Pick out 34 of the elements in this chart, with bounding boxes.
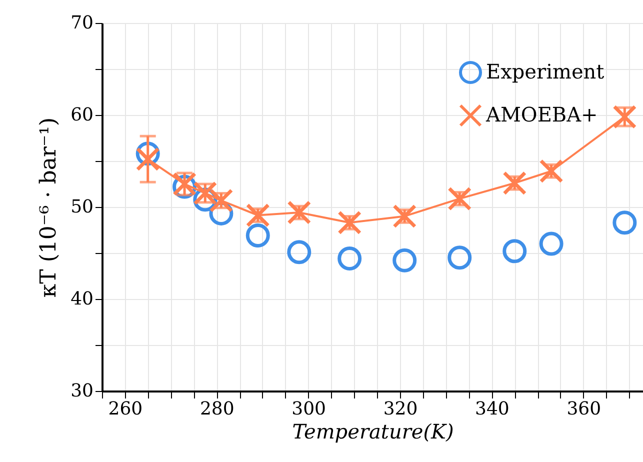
point: [193, 181, 218, 206]
point: [612, 104, 637, 129]
x-tick-label: 320: [383, 398, 418, 420]
point: [612, 210, 637, 235]
point: [539, 159, 564, 184]
point: [448, 246, 472, 270]
point: [287, 200, 312, 225]
point: [392, 248, 417, 272]
point: [338, 246, 362, 270]
point: [338, 210, 362, 235]
x-tick-label: 260: [108, 398, 143, 420]
point: [448, 186, 472, 211]
point: [392, 204, 417, 228]
point: [246, 224, 270, 248]
legend-label: Experiment: [486, 60, 604, 84]
x-axis-title: Temperature(K): [292, 420, 454, 444]
y-tick-label: 60: [70, 104, 94, 126]
point: [539, 232, 564, 256]
y-tick-label: 30: [70, 380, 94, 402]
y-tick-label: 70: [70, 12, 94, 34]
point: [287, 240, 312, 264]
x-tick-label: 340: [475, 398, 510, 420]
point: [136, 147, 160, 172]
y-axis-title: κT (10⁻⁶ · bar⁻¹): [36, 117, 62, 298]
point: [502, 239, 527, 264]
point: [502, 171, 527, 196]
x-tick-label: 300: [292, 398, 326, 420]
x-tick-label: 280: [200, 398, 234, 420]
point: [209, 188, 234, 213]
point: [246, 203, 270, 228]
legend-label: AMOEBA+: [485, 102, 598, 126]
x-tick-label: 360: [566, 398, 602, 420]
y-tick-label: 50: [70, 196, 94, 218]
y-tick-label: 40: [70, 288, 94, 310]
